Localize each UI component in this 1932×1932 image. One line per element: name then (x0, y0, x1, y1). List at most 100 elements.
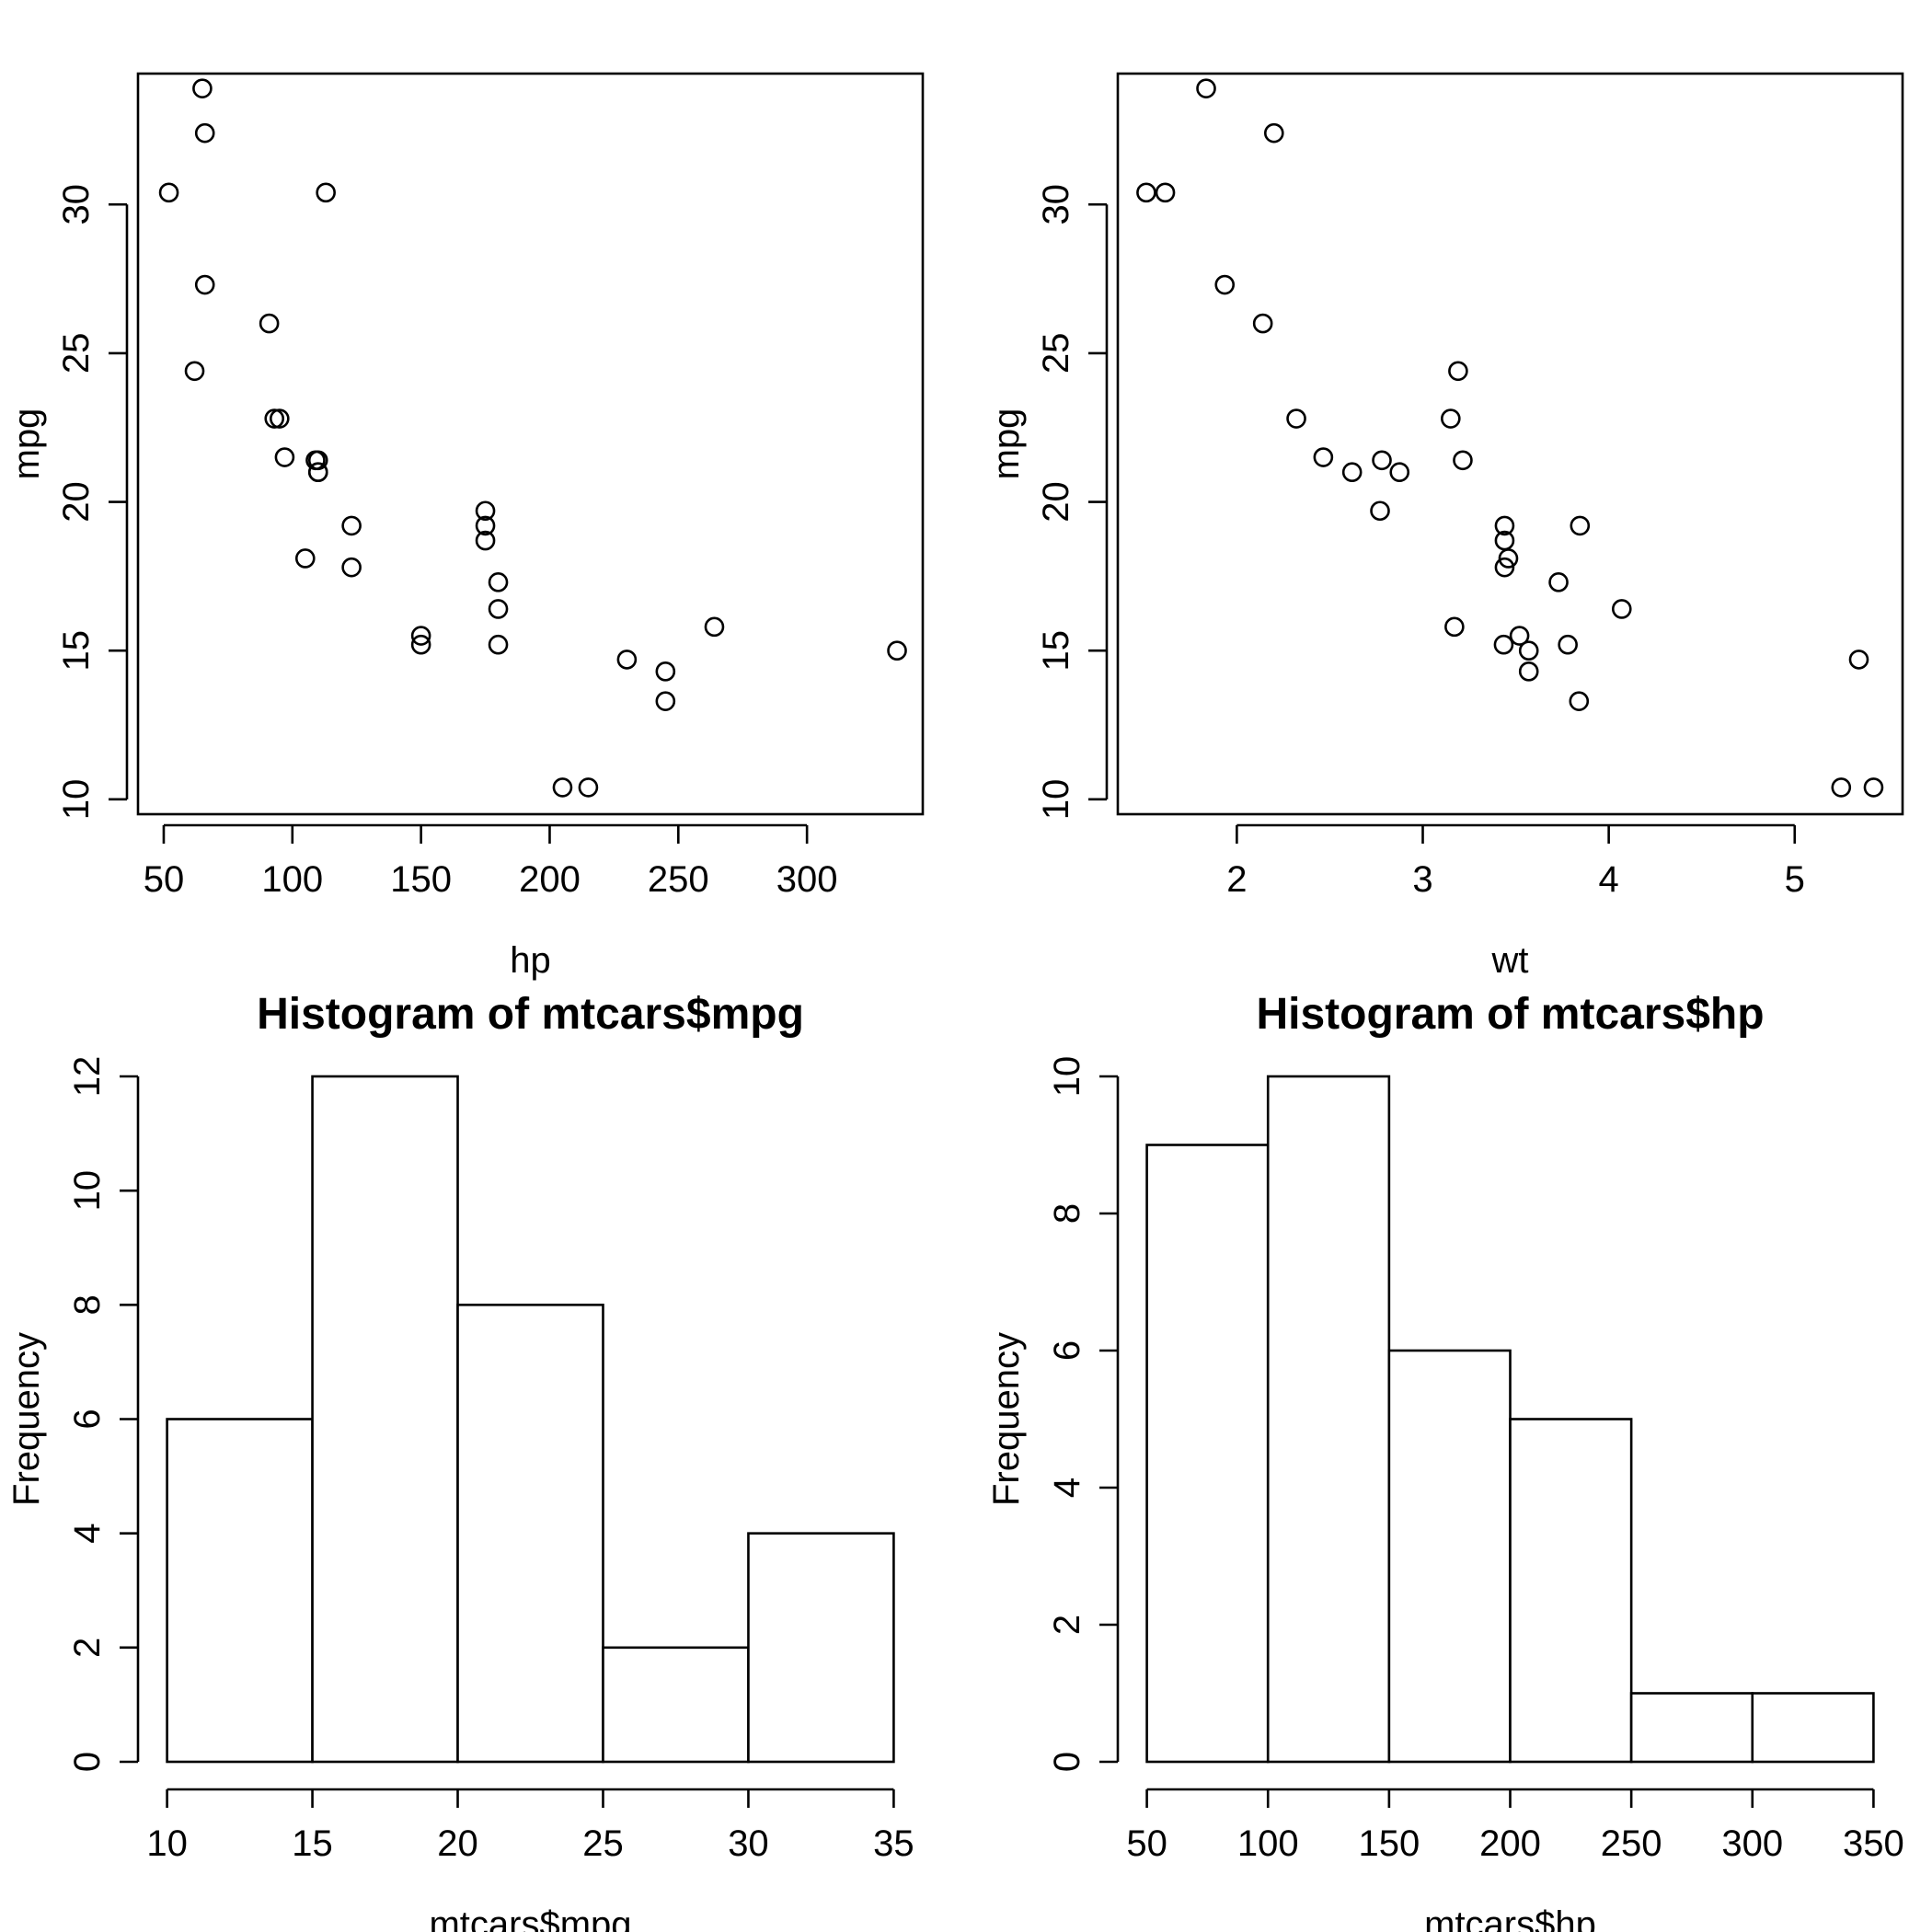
data-point (1518, 661, 1539, 682)
x-tick-label: 50 (1126, 1823, 1167, 1864)
x-tick-label: 200 (1479, 1823, 1541, 1864)
y-axis-title: mpg (986, 408, 1027, 480)
chart-title: Histogram of mtcars$mpg (257, 990, 804, 1039)
plot-frame (136, 72, 925, 816)
chart-panel-3: 10 15 20 25 30 35 0 2 4 6 8 10 12 mtcars$mpg Frequency… (6, 990, 914, 1932)
data-point (1848, 650, 1869, 670)
data-point (1518, 640, 1539, 661)
y-tick-label: 4 (67, 1524, 108, 1544)
x-tick-label: 300 (776, 859, 838, 900)
y-axis-title: Frequency (6, 1332, 47, 1506)
x-tick-label: 20 (437, 1823, 478, 1864)
data-point (475, 530, 496, 551)
data-point (488, 572, 509, 592)
data-point (410, 626, 431, 646)
histogram-bar (1751, 1692, 1875, 1764)
histogram-bar (1266, 1075, 1391, 1764)
y-tick-label: 20 (1036, 481, 1076, 523)
x-tick-label: 4 (1599, 859, 1619, 900)
y-tick-label: 15 (56, 630, 97, 672)
data-point (1494, 515, 1515, 536)
data-point (1372, 450, 1392, 471)
data-point (1493, 634, 1514, 655)
y-tick-label: 25 (1036, 333, 1076, 374)
y-tick-label: 20 (56, 481, 97, 523)
data-point (887, 640, 907, 661)
data-point (1558, 634, 1578, 655)
chart-panel-1: 50 100 150 200 250 300 10 15 20 25 30 hp mpg (6, 72, 925, 981)
data-point (475, 500, 496, 522)
chart-panel-2: 2 3 4 5 10 15 20 25 30 wt mpg (986, 72, 1904, 981)
data-point (1214, 274, 1236, 295)
x-axis-title: hp (510, 940, 551, 981)
data-point (1570, 515, 1591, 536)
x-tick-label: 50 (144, 859, 185, 900)
data-point (1389, 462, 1410, 483)
data-point (1569, 691, 1590, 711)
data-point (305, 450, 326, 471)
x-tick-label: 10 (146, 1823, 188, 1864)
data-point (578, 777, 599, 798)
y-tick-label: 10 (56, 779, 97, 821)
data-point (1370, 500, 1390, 522)
histogram-bar (1629, 1692, 1754, 1764)
data-point (1494, 557, 1515, 578)
data-point (616, 650, 638, 670)
data-point (294, 548, 316, 569)
histogram-bar (166, 1418, 314, 1764)
plot-frame (1116, 72, 1904, 816)
data-point (184, 361, 205, 382)
x-tick-label: 300 (1721, 1823, 1783, 1864)
data-point (341, 515, 362, 536)
y-tick-label: 2 (1047, 1615, 1087, 1635)
data-point (1263, 122, 1284, 144)
x-tick-label: 35 (873, 1823, 914, 1864)
histogram-bar (456, 1304, 604, 1764)
data-point (192, 78, 213, 98)
data-point (1155, 182, 1176, 203)
data-point (1441, 408, 1461, 429)
histogram-bar (1145, 1144, 1270, 1764)
data-point (410, 634, 431, 655)
data-point (1286, 408, 1306, 429)
data-point (1341, 462, 1363, 483)
y-tick-label: 30 (56, 184, 97, 225)
data-point (1196, 78, 1216, 98)
x-tick-label: 250 (648, 859, 709, 900)
chart-title: Histogram of mtcars$hp (1256, 990, 1764, 1039)
y-tick-label: 12 (67, 1056, 108, 1098)
x-tick-label: 150 (390, 859, 452, 900)
data-point (488, 634, 509, 655)
x-tick-label: 150 (1358, 1823, 1420, 1864)
data-point (307, 462, 328, 483)
x-tick-label: 100 (261, 859, 323, 900)
data-point (1611, 599, 1632, 619)
data-point (552, 777, 573, 798)
data-point (274, 447, 295, 467)
data-point (1509, 626, 1530, 646)
y-tick-label: 8 (1047, 1203, 1087, 1224)
x-axis-title: wt (1491, 940, 1529, 981)
x-tick-label: 5 (1785, 859, 1805, 900)
data-point (259, 313, 280, 334)
data-point (1448, 361, 1468, 382)
data-point (270, 408, 290, 429)
y-tick-label: 25 (56, 333, 97, 374)
y-tick-label: 8 (67, 1294, 108, 1315)
data-point (316, 182, 336, 203)
x-tick-label: 100 (1237, 1823, 1299, 1864)
data-point (488, 599, 509, 619)
data-point (194, 274, 215, 295)
data-point (475, 515, 496, 536)
x-axis-title: mtcars$mpg (429, 1904, 631, 1932)
y-tick-label: 10 (1036, 779, 1076, 821)
y-tick-label: 10 (67, 1170, 108, 1212)
y-tick-label: 6 (1047, 1340, 1087, 1361)
y-axis-title: mpg (6, 408, 47, 480)
data-point (655, 661, 676, 682)
data-point (1444, 616, 1465, 638)
data-point (1831, 777, 1852, 798)
data-point (1453, 450, 1473, 471)
y-tick-label: 2 (67, 1638, 108, 1658)
y-tick-label: 0 (67, 1752, 108, 1772)
